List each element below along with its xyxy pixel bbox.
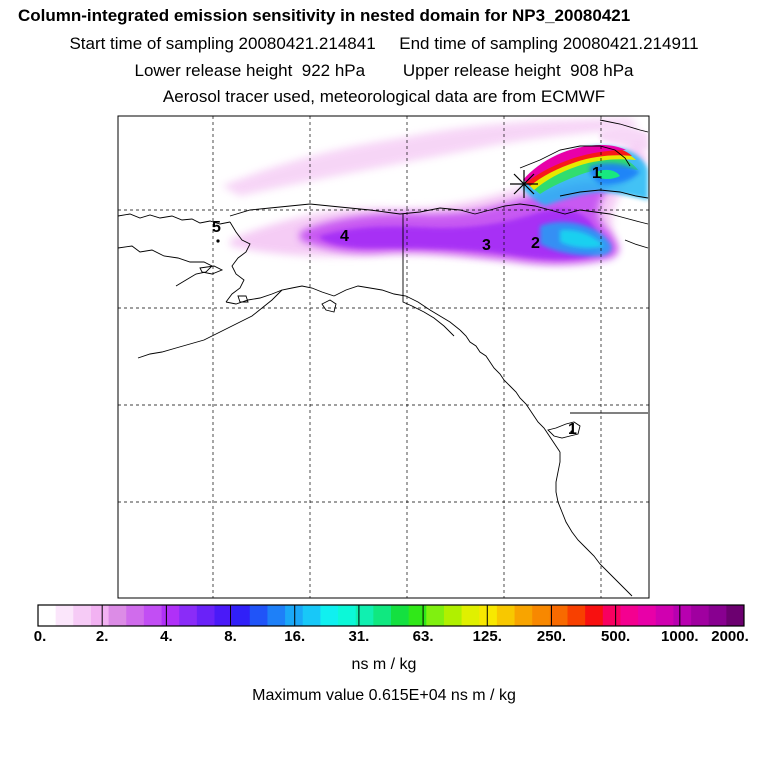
colorbar-tick-label: 2000.	[711, 628, 749, 645]
colorbar-swatch	[479, 605, 498, 626]
colorbar-swatch	[549, 605, 568, 626]
colorbar-swatch	[426, 605, 445, 626]
colorbar-tick-label: 0.	[33, 628, 47, 645]
colorbar-swatch	[73, 605, 92, 626]
marker-5-label: 5	[212, 219, 221, 236]
coast-aleutians	[137, 289, 283, 359]
marker-2-label: 2	[531, 235, 540, 252]
coast-gulf-alaska	[333, 285, 461, 331]
colorbar-tick-label: 63.	[412, 628, 434, 645]
map-title: Column-integrated emission sensitivity i…	[18, 6, 631, 25]
coast-banks-island	[599, 119, 649, 133]
colorbar-swatch	[691, 605, 710, 626]
tracer-info-line: Aerosol tracer used, meteorological data…	[162, 87, 606, 106]
colorbar-tick-label: 8.	[224, 628, 237, 645]
colorbar-swatch	[355, 605, 374, 626]
coast-alaska-north	[229, 203, 476, 217]
colorbar-swatch	[567, 605, 586, 626]
coast-nunivak	[237, 295, 249, 303]
maximum-value-text: Maximum value 0.615E+04 ns m / kg	[252, 687, 516, 704]
colorbar	[37, 604, 745, 627]
colorbar-tick-label: 250.	[536, 628, 567, 645]
coast-chukotka	[118, 213, 231, 225]
coast-st-lawrence	[199, 265, 224, 275]
colorbar-swatch	[38, 605, 57, 626]
coast-victoria-island	[559, 189, 649, 199]
coast-arctic-islands	[519, 145, 631, 169]
colorbar-swatch	[443, 605, 462, 626]
colorbar-swatch	[708, 605, 727, 626]
marker-3-label: 3	[482, 237, 491, 254]
colorbar-units: ns m / kg	[351, 656, 417, 673]
sampling-time-line: Start time of sampling 20080421.214841 E…	[69, 34, 699, 53]
colorbar-tick-label: 2.	[95, 628, 109, 645]
colorbar-swatch	[461, 605, 480, 626]
plume-arc-magenta	[523, 145, 626, 182]
colorbar-tick-label: 1000.	[661, 628, 699, 645]
colorbar-swatch	[179, 605, 198, 626]
coast-alaska-peninsula	[225, 285, 335, 305]
colorbar-swatch	[143, 605, 162, 626]
colorbar-swatch	[514, 605, 533, 626]
colorbar-swatch	[585, 605, 604, 626]
plume-fringe-east	[600, 128, 648, 150]
colorbar-swatch	[196, 605, 215, 626]
border-alaska-canada	[402, 214, 455, 337]
graticule	[118, 116, 649, 598]
coastlines	[118, 119, 649, 597]
colorbar-swatch	[249, 605, 268, 626]
colorbar-swatch	[602, 605, 621, 626]
colorbar-swatch	[267, 605, 286, 626]
colorbar-swatch	[161, 605, 180, 626]
colorbar-swatch	[55, 605, 74, 626]
coast-us-west	[555, 452, 633, 597]
colorbar-swatch	[302, 605, 321, 626]
colorbar-swatch	[90, 605, 109, 626]
colorbar-swatch	[320, 605, 339, 626]
plume-green-spot	[596, 169, 620, 179]
plume-layer	[222, 118, 648, 265]
colorbar-swatch	[408, 605, 427, 626]
colorbar-swatch	[726, 605, 745, 626]
coast-right-edge	[624, 239, 649, 249]
colorbar-swatch	[338, 605, 357, 626]
coast-canada-arctic	[474, 203, 649, 225]
marker-6-label: 1	[568, 421, 577, 438]
colorbar-swatch	[673, 605, 692, 626]
colorbar-swatch	[126, 605, 145, 626]
colorbar-border	[37, 604, 745, 627]
colorbar-tick-label: 31.	[348, 628, 370, 645]
coast-vancouver-island	[547, 421, 581, 439]
marker-labels: 1 2 3 4 5 1	[212, 165, 601, 438]
colorbar-swatch	[620, 605, 639, 626]
colorbar-swatch	[232, 605, 251, 626]
release-point-star-icon	[510, 170, 538, 198]
colorbar-tick-label: 125.	[472, 628, 502, 645]
colorbar-swatch	[496, 605, 515, 626]
marker-1-label: 1	[592, 165, 601, 182]
coast-alaska-west	[225, 221, 251, 303]
colorbar-swatch	[638, 605, 657, 626]
coast-kodiak	[321, 299, 337, 313]
colorbar-swatch	[108, 605, 127, 626]
map-frame	[117, 115, 650, 599]
plume-cyan-2	[560, 229, 604, 249]
colorbar-swatch	[214, 605, 233, 626]
colorbar-swatch	[285, 605, 304, 626]
colorbar-swatch	[391, 605, 410, 626]
coast-british-columbia	[459, 329, 561, 453]
colorbar-swatch	[655, 605, 674, 626]
release-height-line: Lower release height 922 hPa Upper relea…	[134, 61, 634, 80]
coast-chukotka-south	[118, 245, 213, 287]
colorbar-tick-label: 4.	[160, 628, 173, 645]
plume-core-purple	[320, 209, 599, 260]
colorbar-swatch	[532, 605, 551, 626]
marker-4-label: 4	[340, 228, 349, 245]
colorbar-tick-label: 16.	[284, 628, 306, 645]
colorbar-tick-label: 500.	[601, 628, 631, 645]
colorbar-swatch	[373, 605, 392, 626]
marker-dots	[216, 239, 574, 434]
plume-faint-west-arm	[222, 118, 640, 196]
